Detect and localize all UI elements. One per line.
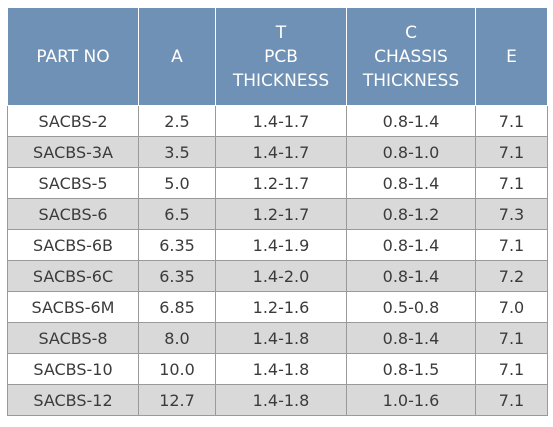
table-row: SACBS-6M 6.85 1.2-1.6 0.5-0.8 7.0 <box>7 291 548 323</box>
cell-c-chassis-thickness: 0.8-1.5 <box>346 353 476 385</box>
table-row: SACBS-3A 3.5 1.4-1.7 0.8-1.0 7.1 <box>7 136 548 168</box>
column-header-a: A <box>138 7 216 106</box>
table-row: SACBS-2 2.5 1.4-1.7 0.8-1.4 7.1 <box>7 105 548 137</box>
cell-a: 6.5 <box>138 198 216 230</box>
cell-e: 7.2 <box>475 260 548 292</box>
header-text-line: THICKNESS <box>232 70 330 91</box>
table-row: SACBS-6 6.5 1.2-1.7 0.8-1.2 7.3 <box>7 198 548 230</box>
table-row: SACBS-12 12.7 1.4-1.8 1.0-1.6 7.1 <box>7 384 548 416</box>
cell-t-pcb-thickness: 1.2-1.7 <box>215 198 347 230</box>
header-text-line: CHASSIS <box>374 46 448 67</box>
header-text-line: C <box>405 22 417 43</box>
cell-e: 7.3 <box>475 198 548 230</box>
cell-e: 7.1 <box>475 353 548 385</box>
cell-c-chassis-thickness: 0.8-1.0 <box>346 136 476 168</box>
cell-t-pcb-thickness: 1.4-1.8 <box>215 384 347 416</box>
header-text-line: E <box>506 46 517 67</box>
header-text-line: PART NO <box>36 46 110 67</box>
cell-part-no: SACBS-12 <box>7 384 139 416</box>
cell-e: 7.1 <box>475 136 548 168</box>
cell-c-chassis-thickness: 0.8-1.4 <box>346 260 476 292</box>
cell-a: 2.5 <box>138 105 216 137</box>
cell-e: 7.1 <box>475 105 548 137</box>
cell-c-chassis-thickness: 0.8-1.4 <box>346 322 476 354</box>
header-text-line: THICKNESS <box>362 70 460 91</box>
cell-a: 10.0 <box>138 353 216 385</box>
cell-a: 6.35 <box>138 260 216 292</box>
cell-t-pcb-thickness: 1.4-1.8 <box>215 322 347 354</box>
cell-e: 7.1 <box>475 322 548 354</box>
spec-table-container: PART NO A T PCB THICKNESS C CHASSIS THICKNESS E … <box>7 7 548 416</box>
cell-a: 8.0 <box>138 322 216 354</box>
part-spec-table: PART NO A T PCB THICKNESS C CHASSIS THICKNESS E … <box>7 7 548 416</box>
cell-e: 7.0 <box>475 291 548 323</box>
cell-e: 7.1 <box>475 167 548 199</box>
column-header-e: E <box>475 7 548 106</box>
cell-c-chassis-thickness: 0.8-1.4 <box>346 167 476 199</box>
table-row: SACBS-6C 6.35 1.4-2.0 0.8-1.4 7.2 <box>7 260 548 292</box>
cell-part-no: SACBS-6M <box>7 291 139 323</box>
table-row: SACBS-6B 6.35 1.4-1.9 0.8-1.4 7.1 <box>7 229 548 261</box>
cell-c-chassis-thickness: 0.8-1.4 <box>346 105 476 137</box>
header-text-line: PCB <box>264 46 298 67</box>
table-body: SACBS-2 2.5 1.4-1.7 0.8-1.4 7.1 SACBS-3A 3.5 1.… <box>7 105 548 416</box>
table-row: SACBS-10 10.0 1.4-1.8 0.8-1.5 7.1 <box>7 353 548 385</box>
cell-a: 6.35 <box>138 229 216 261</box>
cell-part-no: SACBS-6 <box>7 198 139 230</box>
cell-t-pcb-thickness: 1.4-1.8 <box>215 353 347 385</box>
cell-part-no: SACBS-5 <box>7 167 139 199</box>
cell-a: 12.7 <box>138 384 216 416</box>
cell-t-pcb-thickness: 1.4-1.7 <box>215 105 347 137</box>
table-row: SACBS-8 8.0 1.4-1.8 0.8-1.4 7.1 <box>7 322 548 354</box>
header-text-line: T <box>275 22 287 43</box>
cell-part-no: SACBS-2 <box>7 105 139 137</box>
cell-t-pcb-thickness: 1.2-1.7 <box>215 167 347 199</box>
cell-c-chassis-thickness: 0.5-0.8 <box>346 291 476 323</box>
cell-a: 5.0 <box>138 167 216 199</box>
cell-part-no: SACBS-3A <box>7 136 139 168</box>
cell-part-no: SACBS-8 <box>7 322 139 354</box>
cell-part-no: SACBS-6C <box>7 260 139 292</box>
cell-t-pcb-thickness: 1.4-1.9 <box>215 229 347 261</box>
header-row: PART NO A T PCB THICKNESS C CHASSIS THICKNESS E <box>7 7 548 106</box>
cell-t-pcb-thickness: 1.4-2.0 <box>215 260 347 292</box>
column-header-part-no: PART NO <box>7 7 139 106</box>
cell-part-no: SACBS-6B <box>7 229 139 261</box>
cell-part-no: SACBS-10 <box>7 353 139 385</box>
cell-c-chassis-thickness: 0.8-1.2 <box>346 198 476 230</box>
cell-e: 7.1 <box>475 384 548 416</box>
cell-t-pcb-thickness: 1.2-1.6 <box>215 291 347 323</box>
cell-c-chassis-thickness: 0.8-1.4 <box>346 229 476 261</box>
cell-e: 7.1 <box>475 229 548 261</box>
cell-c-chassis-thickness: 1.0-1.6 <box>346 384 476 416</box>
cell-a: 6.85 <box>138 291 216 323</box>
column-header-t-pcb-thickness: T PCB THICKNESS <box>215 7 347 106</box>
column-header-c-chassis-thickness: C CHASSIS THICKNESS <box>346 7 476 106</box>
table-row: SACBS-5 5.0 1.2-1.7 0.8-1.4 7.1 <box>7 167 548 199</box>
header-text-line: A <box>171 46 183 67</box>
cell-t-pcb-thickness: 1.4-1.7 <box>215 136 347 168</box>
cell-a: 3.5 <box>138 136 216 168</box>
